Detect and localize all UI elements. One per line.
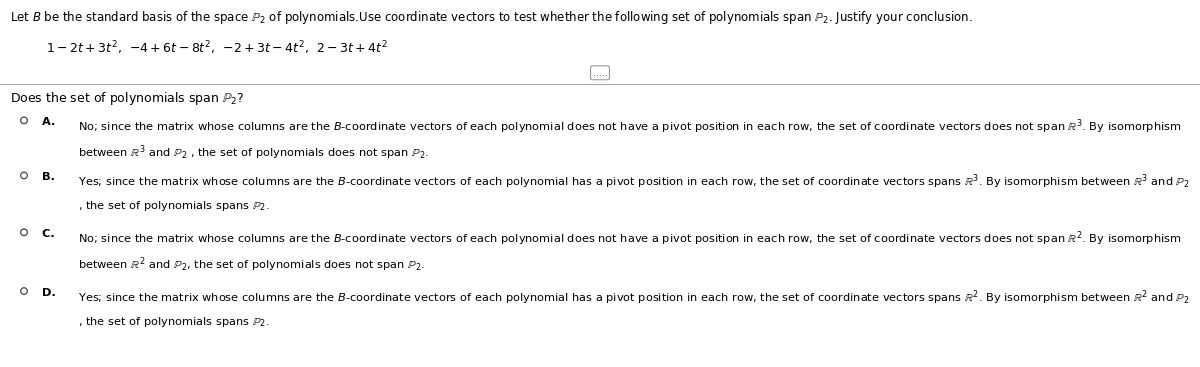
Text: Let $B$ be the standard basis of the space $\mathbb{P}_2$ of polynomials.Use coo: Let $B$ be the standard basis of the spa… xyxy=(10,9,972,26)
Text: D.: D. xyxy=(42,288,64,298)
Text: No; since the matrix whose columns are the $B$-coordinate vectors of each polyno: No; since the matrix whose columns are t… xyxy=(78,229,1182,248)
Text: B.: B. xyxy=(42,172,64,182)
Text: A.: A. xyxy=(42,117,64,127)
Text: , the set of polynomials spans $\mathbb{P}_2$.: , the set of polynomials spans $\mathbb{… xyxy=(78,315,270,328)
Text: , the set of polynomials spans $\mathbb{P}_2$.: , the set of polynomials spans $\mathbb{… xyxy=(78,199,270,213)
Text: Yes; since the matrix whose columns are the $B$-coordinate vectors of each polyn: Yes; since the matrix whose columns are … xyxy=(78,172,1190,191)
Text: C.: C. xyxy=(42,229,62,239)
Text: Does the set of polynomials span $\mathbb{P}_2$?: Does the set of polynomials span $\mathb… xyxy=(10,90,244,107)
Text: No; since the matrix whose columns are the $B$-coordinate vectors of each polyno: No; since the matrix whose columns are t… xyxy=(78,117,1182,136)
Text: .....: ..... xyxy=(593,68,607,78)
Text: Yes; since the matrix whose columns are the $B$-coordinate vectors of each polyn: Yes; since the matrix whose columns are … xyxy=(78,288,1190,307)
Text: between $\mathbb{R}^2$ and $\mathbb{P}_2$, the set of polynomials does not span : between $\mathbb{R}^2$ and $\mathbb{P}_2… xyxy=(78,256,425,275)
Text: $1 - 2t + 3t^2$,  $-4 + 6t - 8t^2$,  $-2 + 3t - 4t^2$,  $2 - 3t + 4t^2$: $1 - 2t + 3t^2$, $-4 + 6t - 8t^2$, $-2 +… xyxy=(46,40,388,57)
Text: between $\mathbb{R}^3$ and $\mathbb{P}_2$ , the set of polynomials does not span: between $\mathbb{R}^3$ and $\mathbb{P}_2… xyxy=(78,144,428,163)
